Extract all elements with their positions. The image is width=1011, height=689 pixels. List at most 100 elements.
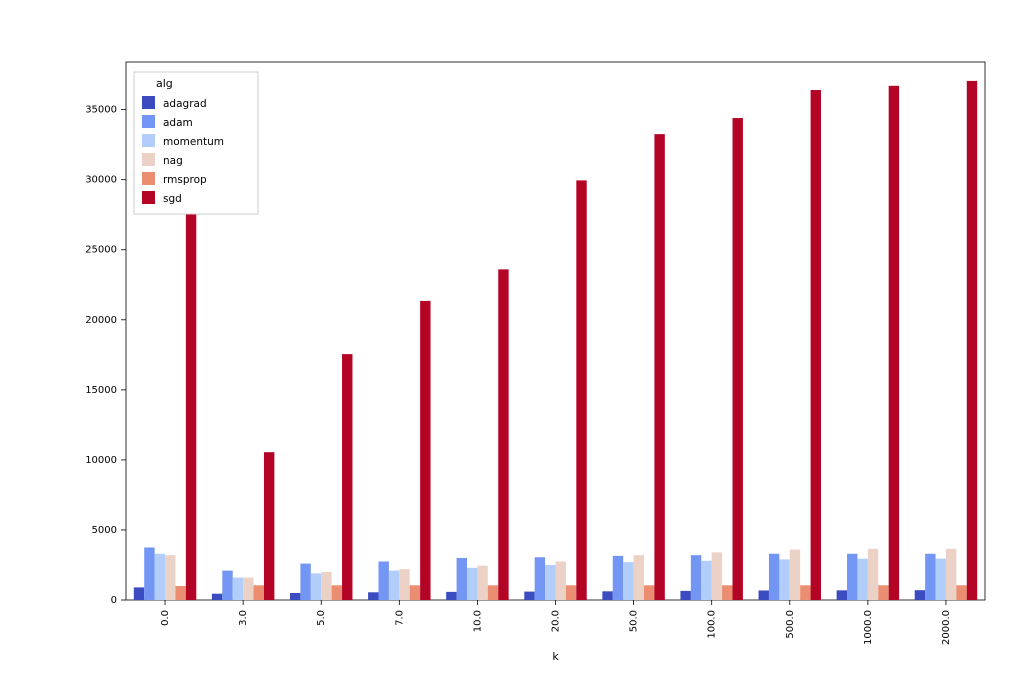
bar-momentum xyxy=(311,573,321,600)
bar-rmsprop xyxy=(254,585,264,600)
y-tick-label: 20000 xyxy=(85,315,117,326)
chart-container: 0 5000 10000 15000 20000 25000 30000 35000 0.0 3.… xyxy=(0,0,1011,689)
legend-swatch-momentum xyxy=(142,134,155,147)
bar-adam xyxy=(144,547,154,600)
x-tick-label: 100.0 xyxy=(707,610,718,639)
bar-nag xyxy=(946,549,956,600)
bar-adagrad xyxy=(837,590,847,600)
bar-momentum xyxy=(467,568,477,600)
legend-label-adam: adam xyxy=(163,117,193,129)
bar-adam xyxy=(769,554,779,600)
x-tick-label: 0.0 xyxy=(160,610,171,626)
bar-rmsprop xyxy=(878,585,888,600)
bar-sgd xyxy=(186,147,196,600)
bar-adagrad xyxy=(290,593,300,600)
bar-momentum xyxy=(701,561,711,600)
bar-rmsprop xyxy=(175,586,185,600)
x-tick-label: 20.0 xyxy=(551,610,562,632)
bar-nag xyxy=(399,569,409,600)
bar-rmsprop xyxy=(644,585,654,600)
legend-label-rmsprop: rmsprop xyxy=(163,174,207,186)
bar-adam xyxy=(691,555,701,600)
bar-rmsprop xyxy=(800,585,810,600)
y-tick-label: 10000 xyxy=(85,455,117,466)
bar-momentum xyxy=(623,562,633,600)
bar-rmsprop xyxy=(722,585,732,600)
x-axis-label: k xyxy=(552,650,559,663)
legend-label-sgd: sgd xyxy=(163,193,182,205)
bar-adagrad xyxy=(915,590,925,600)
legend-swatch-sgd xyxy=(142,191,155,204)
bar-nag xyxy=(790,550,800,600)
bar-adam xyxy=(535,557,545,600)
legend-swatch-adam xyxy=(142,115,155,128)
chart-svg: 0 5000 10000 15000 20000 25000 30000 35000 0.0 3.… xyxy=(0,0,1011,689)
bar-momentum xyxy=(779,559,789,600)
bar-sgd xyxy=(420,301,430,600)
y-tick-label: 35000 xyxy=(85,105,117,116)
x-tick-label: 1000.0 xyxy=(863,610,874,645)
bar-sgd xyxy=(889,86,899,600)
bar-momentum xyxy=(233,578,243,600)
bar-sgd xyxy=(342,354,352,600)
y-tick-label: 30000 xyxy=(85,175,117,186)
bar-nag xyxy=(868,549,878,600)
x-tick-label: 10.0 xyxy=(472,610,483,632)
bar-sgd xyxy=(811,90,821,600)
y-tick-label: 5000 xyxy=(92,525,117,536)
legend-label-adagrad: adagrad xyxy=(163,98,207,110)
y-tick-label: 0 xyxy=(111,595,117,606)
bar-adagrad xyxy=(368,592,378,600)
bar-sgd xyxy=(576,180,586,600)
bar-adam xyxy=(847,554,857,600)
bar-adam xyxy=(222,571,232,600)
bar-momentum xyxy=(936,559,946,600)
legend-title: alg xyxy=(156,77,173,90)
x-tick-label: 50.0 xyxy=(629,610,640,632)
bar-adagrad xyxy=(212,594,222,600)
bar-rmsprop xyxy=(488,585,498,600)
bar-momentum xyxy=(155,554,165,600)
bar-adam xyxy=(457,558,467,600)
bar-adagrad xyxy=(680,591,690,600)
bar-nag xyxy=(477,566,487,600)
bar-rmsprop xyxy=(410,585,420,600)
bar-adam xyxy=(925,554,935,600)
bar-adagrad xyxy=(446,592,456,600)
bar-adagrad xyxy=(134,587,144,600)
x-tick-label: 2000.0 xyxy=(941,610,952,645)
bar-sgd xyxy=(264,452,274,600)
bar-adagrad xyxy=(524,592,534,600)
bar-momentum xyxy=(545,565,555,600)
bar-rmsprop xyxy=(332,585,342,600)
bar-sgd xyxy=(967,81,977,600)
legend-swatch-nag xyxy=(142,153,155,166)
bar-adam xyxy=(300,564,310,600)
legend-swatch-rmsprop xyxy=(142,172,155,185)
bar-adagrad xyxy=(759,590,769,600)
legend-label-nag: nag xyxy=(163,155,183,167)
legend-swatch-adagrad xyxy=(142,96,155,109)
bar-sgd xyxy=(733,118,743,600)
x-tick-label: 5.0 xyxy=(316,610,327,626)
x-tick-label: 3.0 xyxy=(238,610,249,626)
bar-sgd xyxy=(654,134,664,600)
x-tick-label: 7.0 xyxy=(394,610,405,626)
bar-nag xyxy=(321,572,331,600)
legend-label-momentum: momentum xyxy=(163,136,224,148)
y-tick-label: 15000 xyxy=(85,385,117,396)
bar-nag xyxy=(634,555,644,600)
bar-adam xyxy=(613,556,623,600)
bar-nag xyxy=(556,561,566,600)
x-tick-label: 500.0 xyxy=(785,610,796,639)
bar-adam xyxy=(378,561,388,600)
bar-adagrad xyxy=(602,591,612,600)
bar-sgd xyxy=(498,269,508,600)
bar-momentum xyxy=(857,559,867,600)
bar-nag xyxy=(712,552,722,600)
y-tick-label: 25000 xyxy=(85,245,117,256)
bar-rmsprop xyxy=(956,585,966,600)
bar-momentum xyxy=(389,571,399,600)
bar-nag xyxy=(165,555,175,600)
bar-rmsprop xyxy=(566,585,576,600)
